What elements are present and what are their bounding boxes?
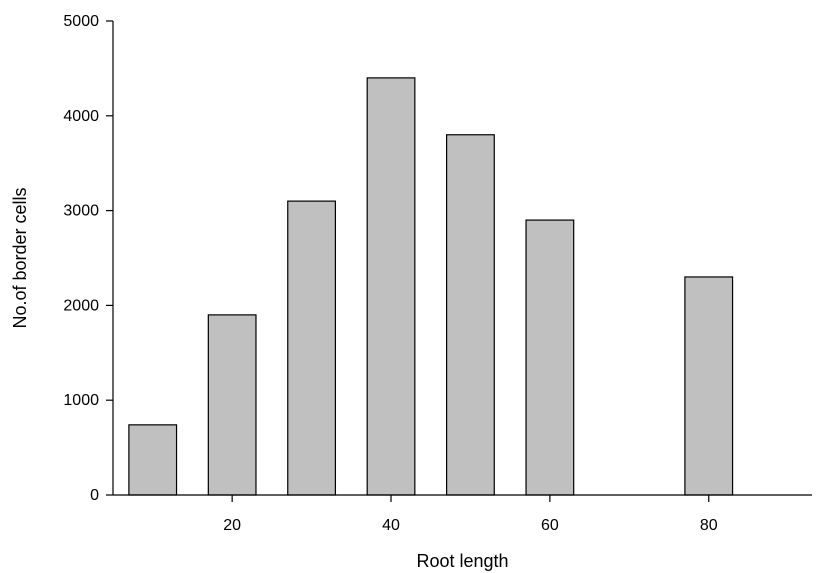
y-tick-label: 1000 [63,392,99,409]
bars-group [128,77,734,496]
x-tick-label: 80 [700,517,718,534]
bar-30 [287,200,337,496]
bar-20 [207,314,257,496]
bar-40 [366,77,416,496]
y-tick-label: 5000 [63,13,99,30]
bar-60 [525,219,575,496]
x-tick-label: 60 [541,517,559,534]
bar-80 [684,276,734,496]
bar-50 [446,134,495,496]
y-tick-label: 0 [90,487,99,504]
x-tick-label: 20 [223,517,241,534]
y-axis-title: No.of border cells [10,187,30,328]
x-axis-title: Root length [416,551,508,571]
y-tick-label: 3000 [63,203,99,220]
bar-10 [128,424,178,496]
x-tick-label: 40 [382,517,400,534]
y-tick-label: 4000 [63,108,99,125]
x-axis-ticks: 20 40 60 80 [223,495,718,534]
y-axis-ticks: 0 1000 2000 3000 4000 5000 [63,13,113,504]
plot-area: 0 1000 2000 3000 4000 5000 20 40 60 80 [63,13,812,534]
y-tick-label: 2000 [63,297,99,314]
